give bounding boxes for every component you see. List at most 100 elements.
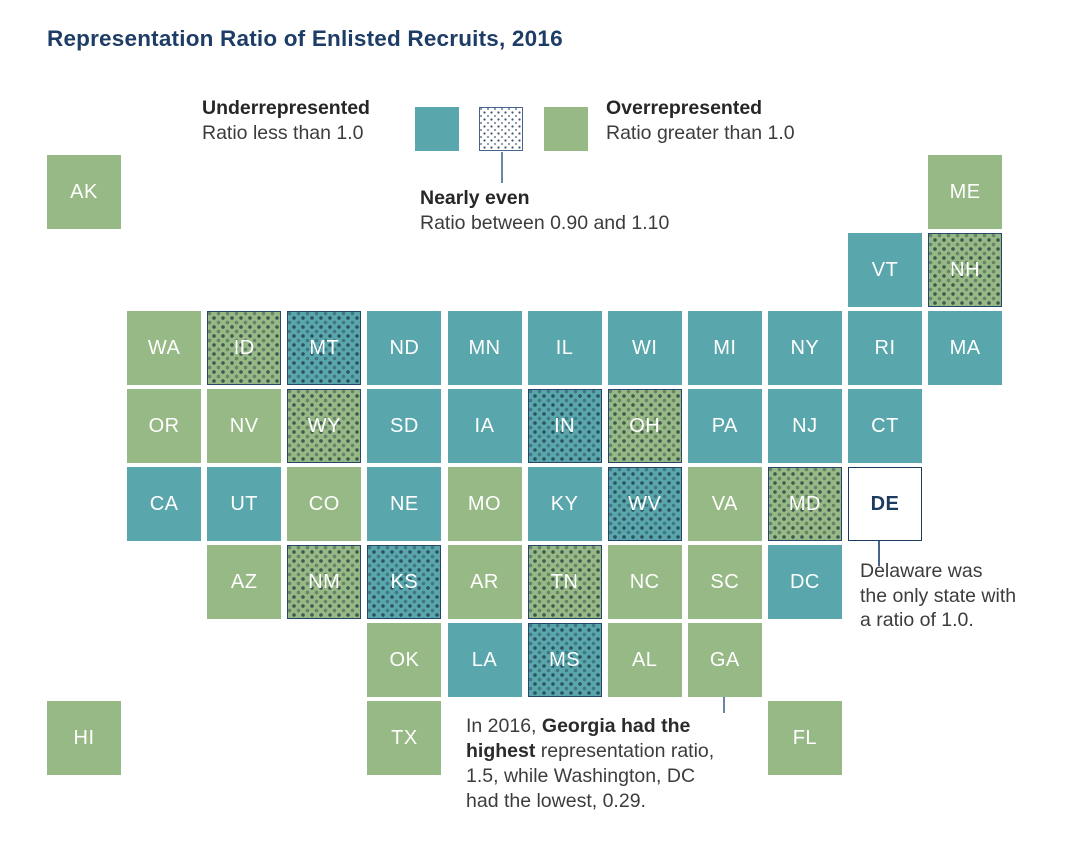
state-tile-ny: NY xyxy=(767,311,842,385)
legend-nearly-even: Nearly even Ratio between 0.90 and 1.10 xyxy=(420,186,669,236)
state-tile-ky: KY xyxy=(527,467,602,541)
state-label-wv: WV xyxy=(628,492,662,515)
state-tile-nh: NH xyxy=(928,233,1003,307)
state-tile-hi: HI xyxy=(47,701,121,775)
state-tile-ar: AR xyxy=(447,545,522,619)
state-label-tx: TX xyxy=(391,726,418,749)
state-tile-or: OR xyxy=(127,389,202,463)
delaware-annotation-line3: a ratio of 1.0. xyxy=(860,609,974,631)
state-tile-ct: CT xyxy=(848,389,922,463)
state-tile-wy: WY xyxy=(287,389,362,463)
state-label-tn: TN xyxy=(550,570,579,593)
state-tile-ms: MS xyxy=(527,623,602,697)
state-label-oh: OH xyxy=(629,414,661,437)
state-tile-tn: TN xyxy=(527,545,602,619)
legend-nearly-even-swatch xyxy=(479,107,523,151)
state-label-sc: SC xyxy=(710,570,740,593)
state-label-nj: NJ xyxy=(792,414,818,437)
legend-underrepresented-swatch xyxy=(415,107,459,151)
state-tile-al: AL xyxy=(607,623,682,697)
state-tile-ks: KS xyxy=(367,545,442,619)
state-tile-ri: RI xyxy=(848,311,922,385)
state-label-hi: HI xyxy=(73,726,95,749)
state-label-nh: NH xyxy=(950,258,981,281)
state-tile-il: IL xyxy=(527,311,602,385)
state-tile-de: DE xyxy=(848,467,922,541)
state-tile-la: LA xyxy=(447,623,522,697)
page-title: Representation Ratio of Enlisted Recruit… xyxy=(47,26,563,51)
state-label-nm: NM xyxy=(308,570,341,593)
state-label-ky: KY xyxy=(550,492,579,515)
state-tile-mn: MN xyxy=(447,311,522,385)
state-label-mt: MT xyxy=(309,336,340,359)
state-label-ar: AR xyxy=(470,570,499,593)
legend-underrepresented-rule: Ratio less than 1.0 xyxy=(202,122,364,144)
state-label-co: CO xyxy=(308,492,340,515)
state-label-fl: FL xyxy=(792,726,818,749)
state-tile-ak: AK xyxy=(47,155,121,229)
state-tile-nd: ND xyxy=(367,311,442,385)
state-tile-mi: MI xyxy=(687,311,762,385)
legend-overrepresented-label: Overrepresented xyxy=(606,97,763,119)
delaware-leader-line xyxy=(878,541,880,566)
delaware-annotation: Delaware was the only state with a ratio… xyxy=(860,559,1016,633)
legend-underrepresented-label: Underrepresented xyxy=(202,97,370,119)
state-label-ga: GA xyxy=(709,648,740,671)
state-label-sd: SD xyxy=(389,414,419,437)
state-label-mn: MN xyxy=(468,336,501,359)
state-tile-in: IN xyxy=(527,389,602,463)
legend-overrepresented-swatch xyxy=(544,107,588,151)
state-tile-wa: WA xyxy=(127,311,202,385)
state-label-nd: ND xyxy=(389,336,420,359)
state-label-mi: MI xyxy=(713,336,737,359)
state-label-ne: NE xyxy=(389,492,419,515)
state-label-wy: WY xyxy=(307,414,341,437)
legend-nearly-even-leader-line xyxy=(501,152,503,183)
state-tile-nm: NM xyxy=(287,545,362,619)
state-label-ak: AK xyxy=(70,180,98,203)
georgia-annotation-pre: In 2016, xyxy=(466,715,542,737)
state-tile-wi: WI xyxy=(607,311,682,385)
state-label-ny: NY xyxy=(790,336,820,359)
state-tile-vt: VT xyxy=(848,233,922,307)
state-tile-fl: FL xyxy=(767,701,842,775)
legend-overrepresented-rule: Ratio greater than 1.0 xyxy=(606,122,795,144)
state-label-nv: NV xyxy=(229,414,259,437)
legend-underrepresented: Underrepresented Ratio less than 1.0 xyxy=(202,96,370,146)
state-label-ri: RI xyxy=(874,336,896,359)
state-label-in: IN xyxy=(554,414,576,437)
georgia-leader-line xyxy=(723,697,725,713)
state-tile-ga: GA xyxy=(687,623,762,697)
state-tile-pa: PA xyxy=(687,389,762,463)
state-tile-md: MD xyxy=(767,467,842,541)
state-label-ca: CA xyxy=(149,492,179,515)
state-tile-ma: MA xyxy=(928,311,1003,385)
state-tile-ia: IA xyxy=(447,389,522,463)
state-label-wi: WI xyxy=(631,336,658,359)
state-label-nc: NC xyxy=(629,570,660,593)
state-label-az: AZ xyxy=(230,570,258,593)
state-label-ok: OK xyxy=(389,648,420,671)
state-tile-me: ME xyxy=(928,155,1003,229)
state-label-id: ID xyxy=(233,336,255,359)
state-tile-ut: UT xyxy=(207,467,282,541)
state-tile-nv: NV xyxy=(207,389,282,463)
state-label-al: AL xyxy=(631,648,658,671)
georgia-annotation: In 2016, Georgia had the highest represe… xyxy=(466,714,728,814)
state-label-il: IL xyxy=(555,336,574,359)
state-tile-mo: MO xyxy=(447,467,522,541)
georgia-annotation-bold: Georgia had the highest xyxy=(466,715,691,762)
state-label-md: MD xyxy=(788,492,821,515)
state-label-me: ME xyxy=(949,180,981,203)
state-tile-mt: MT xyxy=(287,311,362,385)
state-label-ct: CT xyxy=(871,414,899,437)
state-label-wa: WA xyxy=(147,336,181,359)
state-label-ut: UT xyxy=(230,492,259,515)
georgia-annotation-post: representation ratio, 1.5, while Washing… xyxy=(466,740,715,812)
state-tile-sd: SD xyxy=(367,389,442,463)
state-label-va: VA xyxy=(711,492,738,515)
state-tile-nc: NC xyxy=(607,545,682,619)
state-label-vt: VT xyxy=(871,258,899,281)
state-tile-ca: CA xyxy=(127,467,202,541)
